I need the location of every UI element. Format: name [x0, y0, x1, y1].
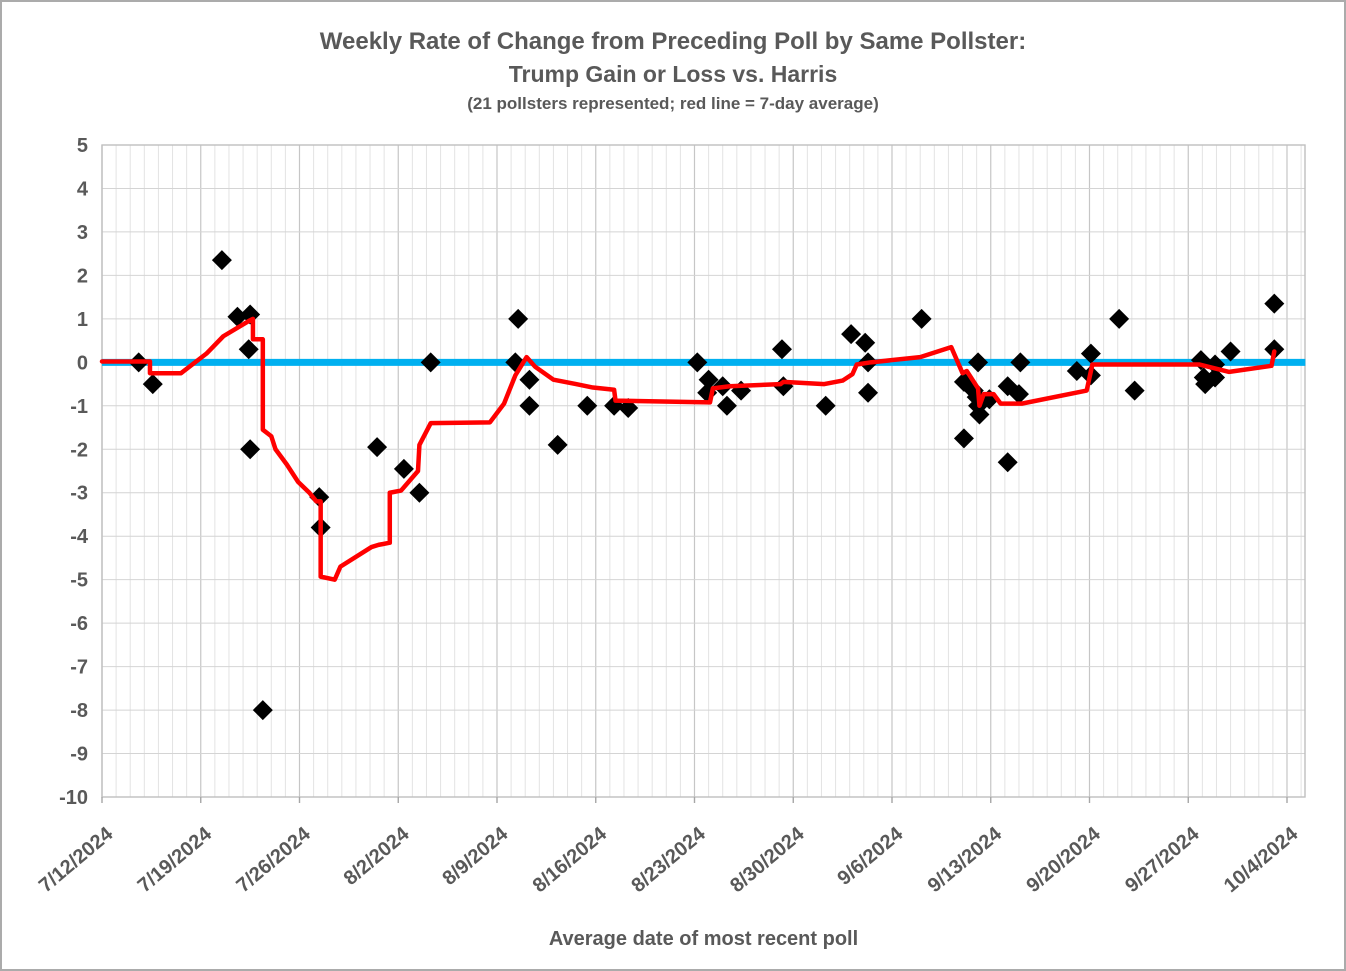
scatter-point — [687, 352, 708, 373]
scatter-point — [698, 369, 719, 390]
scatter-point — [240, 439, 261, 460]
y-tick-label: -4 — [70, 526, 89, 548]
y-tick-label: 5 — [77, 135, 88, 157]
scatter-point — [1124, 380, 1145, 401]
scatter-point — [815, 395, 836, 416]
y-tick-label: -6 — [70, 613, 88, 635]
y-tick-label: 3 — [77, 222, 88, 244]
scatter-point — [252, 700, 273, 721]
x-tick-label: 8/16/2024 — [529, 822, 612, 897]
x-tick-label: 8/9/2024 — [438, 822, 512, 889]
scatter-point — [420, 352, 441, 373]
x-tick-label: 9/13/2024 — [924, 822, 1007, 897]
y-tick-label: 4 — [77, 178, 89, 200]
x-tick-label: 8/2/2024 — [340, 822, 414, 889]
y-tick-label: -2 — [70, 439, 88, 461]
scatter-point — [547, 434, 568, 455]
scatter-point — [519, 395, 540, 416]
x-tick-label: 8/30/2024 — [726, 822, 809, 897]
scatter-point — [393, 458, 414, 479]
y-tick-label: 2 — [77, 265, 88, 287]
scatter-point — [211, 250, 232, 271]
x-tick-label: 8/23/2024 — [627, 822, 710, 897]
scatter-point — [367, 437, 388, 458]
scatter-point — [238, 339, 259, 360]
scatter-point — [855, 332, 876, 353]
scatter-point — [716, 395, 737, 416]
scatter-point — [227, 306, 248, 327]
y-tick-label: -1 — [70, 396, 88, 418]
scatter-point — [841, 324, 862, 345]
plot-border — [101, 144, 1306, 798]
y-tick-label: -7 — [70, 657, 88, 679]
x-tick-label: 7/19/2024 — [134, 822, 217, 897]
scatter-point — [771, 339, 792, 360]
scatter-point — [508, 308, 529, 329]
chart-subtitle: (21 pollsters represented; red line = 7-… — [467, 94, 879, 113]
gridlines — [101, 144, 1305, 798]
scatter-point — [577, 395, 598, 416]
x-tick-label: 9/20/2024 — [1022, 822, 1105, 897]
scatter-point — [1008, 384, 1029, 405]
scatter-point — [858, 382, 879, 403]
scatter-point — [1080, 343, 1101, 364]
scatter-point — [969, 404, 990, 425]
scatter-point — [1010, 352, 1031, 373]
chart-title-line2: Trump Gain or Loss vs. Harris — [508, 61, 838, 87]
x-tick-label: 7/26/2024 — [232, 822, 315, 897]
x-tick-label: 9/27/2024 — [1121, 822, 1204, 897]
scatter-point — [911, 308, 932, 329]
scatter-point — [1109, 308, 1130, 329]
seven-day-average-line — [99, 316, 1277, 582]
y-tick-label: -9 — [70, 744, 88, 766]
x-tick-labels: 7/12/2024 7/19/2024 7/26/2024 8/2/2024 8/9/2… — [35, 822, 1303, 897]
y-tick-label: -5 — [70, 570, 88, 592]
scatter-point — [953, 428, 974, 449]
chart-title-line1: Weekly Rate of Change from Preceding Pol… — [319, 28, 1027, 55]
scatter-point — [142, 374, 163, 395]
scatter-point — [409, 482, 430, 503]
y-tick-labels: 5 4 3 2 1 0 -1 -2 -3 -4 -5 -6 -7 -8 -9 -10 — [59, 135, 89, 809]
y-tick-label: -10 — [59, 787, 88, 809]
scatter-point — [1264, 293, 1285, 314]
scatter-point — [1220, 341, 1241, 362]
x-axis-title: Average date of most recent poll — [548, 928, 859, 950]
y-tick-label: 0 — [77, 352, 88, 374]
scatter-point — [519, 369, 540, 390]
x-tick-label: 10/4/2024 — [1220, 822, 1303, 897]
scatter-point — [997, 452, 1018, 473]
x-tick-label: 7/12/2024 — [35, 822, 118, 897]
scatter-point — [968, 352, 989, 373]
scatter-point — [1205, 367, 1226, 388]
x-tick-label: 9/6/2024 — [833, 822, 907, 889]
x-tick-marks — [101, 797, 1288, 803]
y-tick-label: 1 — [77, 309, 88, 331]
y-tick-label: -8 — [70, 700, 88, 722]
y-tick-label: -3 — [70, 483, 88, 505]
